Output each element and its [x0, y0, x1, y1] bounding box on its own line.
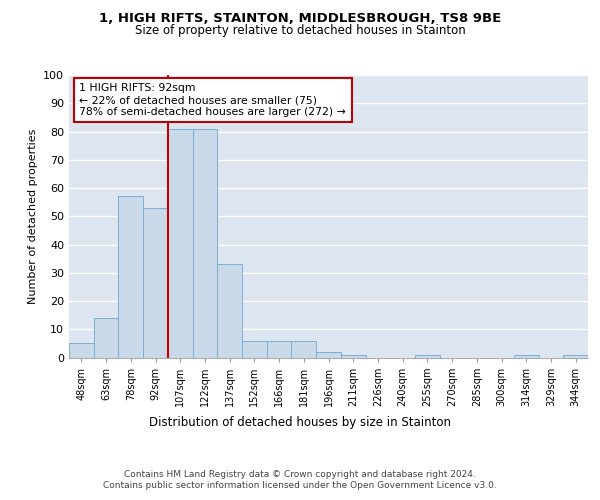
Y-axis label: Number of detached properties: Number of detached properties	[28, 128, 38, 304]
Bar	[514, 354, 539, 358]
Bar	[242, 340, 267, 357]
Bar	[341, 354, 365, 358]
Bar	[118, 196, 143, 358]
Text: Distribution of detached houses by size in Stainton: Distribution of detached houses by size …	[149, 416, 451, 429]
Bar	[217, 264, 242, 358]
Text: 1 HIGH RIFTS: 92sqm
← 22% of detached houses are smaller (75)
78% of semi-detach: 1 HIGH RIFTS: 92sqm ← 22% of detached ho…	[79, 84, 346, 116]
Bar	[168, 128, 193, 358]
Text: Size of property relative to detached houses in Stainton: Size of property relative to detached ho…	[134, 24, 466, 37]
Bar	[292, 340, 316, 357]
Bar	[415, 354, 440, 358]
Bar	[193, 128, 217, 358]
Bar	[267, 340, 292, 357]
Text: 1, HIGH RIFTS, STAINTON, MIDDLESBROUGH, TS8 9BE: 1, HIGH RIFTS, STAINTON, MIDDLESBROUGH, …	[99, 12, 501, 26]
Text: Contains HM Land Registry data © Crown copyright and database right 2024.
Contai: Contains HM Land Registry data © Crown c…	[103, 470, 497, 490]
Bar	[563, 354, 588, 358]
Bar	[94, 318, 118, 358]
Bar	[143, 208, 168, 358]
Bar	[69, 344, 94, 357]
Bar	[316, 352, 341, 358]
